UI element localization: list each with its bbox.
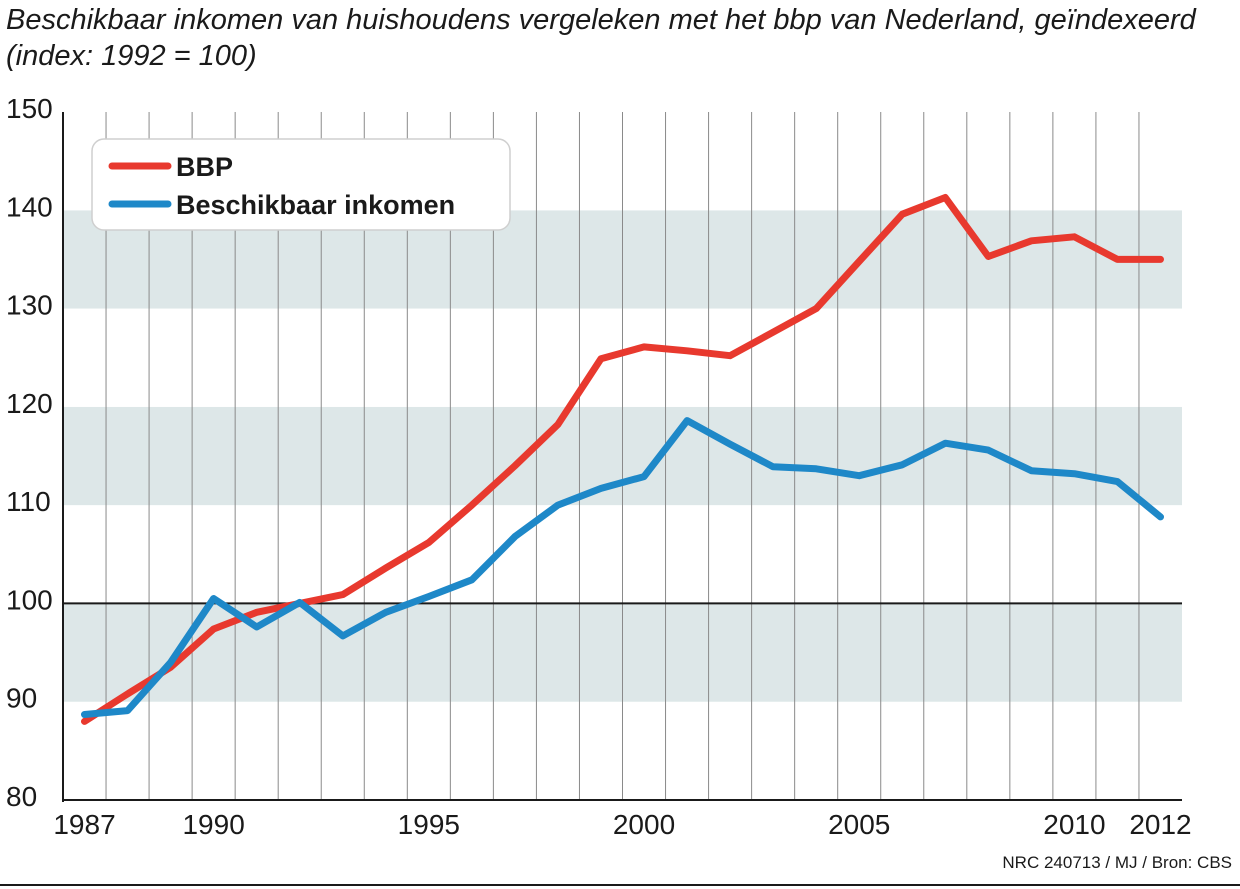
series-lines xyxy=(81,194,1164,725)
x-tick-1987: 1987 xyxy=(53,809,115,840)
y-tick-labels: 80 90 100 110 120 130 140 150 xyxy=(6,93,53,812)
x-tick-1995: 1995 xyxy=(398,809,460,840)
y-tick-130: 130 xyxy=(6,290,53,321)
x-tick-2010: 2010 xyxy=(1043,809,1105,840)
legend: BBP Beschikbaar inkomen xyxy=(91,138,511,231)
x-tick-2012: 2012 xyxy=(1129,809,1191,840)
y-tick-120: 120 xyxy=(6,388,53,419)
x-tick-2000: 2000 xyxy=(613,809,675,840)
legend-label-1: Beschikbaar inkomen xyxy=(176,190,455,220)
y-tick-150: 150 xyxy=(6,93,53,124)
series-line-bbp xyxy=(81,194,1164,725)
y-tick-80: 80 xyxy=(6,781,37,812)
y-tick-100: 100 xyxy=(6,584,53,615)
x-tick-1990: 1990 xyxy=(182,809,244,840)
y-tick-140: 140 xyxy=(6,191,53,222)
axes xyxy=(62,112,1182,802)
chart-title: Beschikbaar inkomen van huishoudens verg… xyxy=(6,4,1196,72)
y-tick-110: 110 xyxy=(6,486,51,517)
legend-box xyxy=(91,138,511,231)
x-tick-2005: 2005 xyxy=(828,809,890,840)
y-tick-90: 90 xyxy=(6,683,37,714)
source-note: NRC 240713 / MJ / Bron: CBS xyxy=(1002,853,1232,872)
legend-label-0: BBP xyxy=(176,152,233,182)
x-tick-labels: 1987 1990 1995 2000 2005 2010 2012 xyxy=(53,809,1191,840)
series-line-beschikbaar-inkomen xyxy=(81,417,1164,718)
bottom-rule xyxy=(0,884,1240,886)
